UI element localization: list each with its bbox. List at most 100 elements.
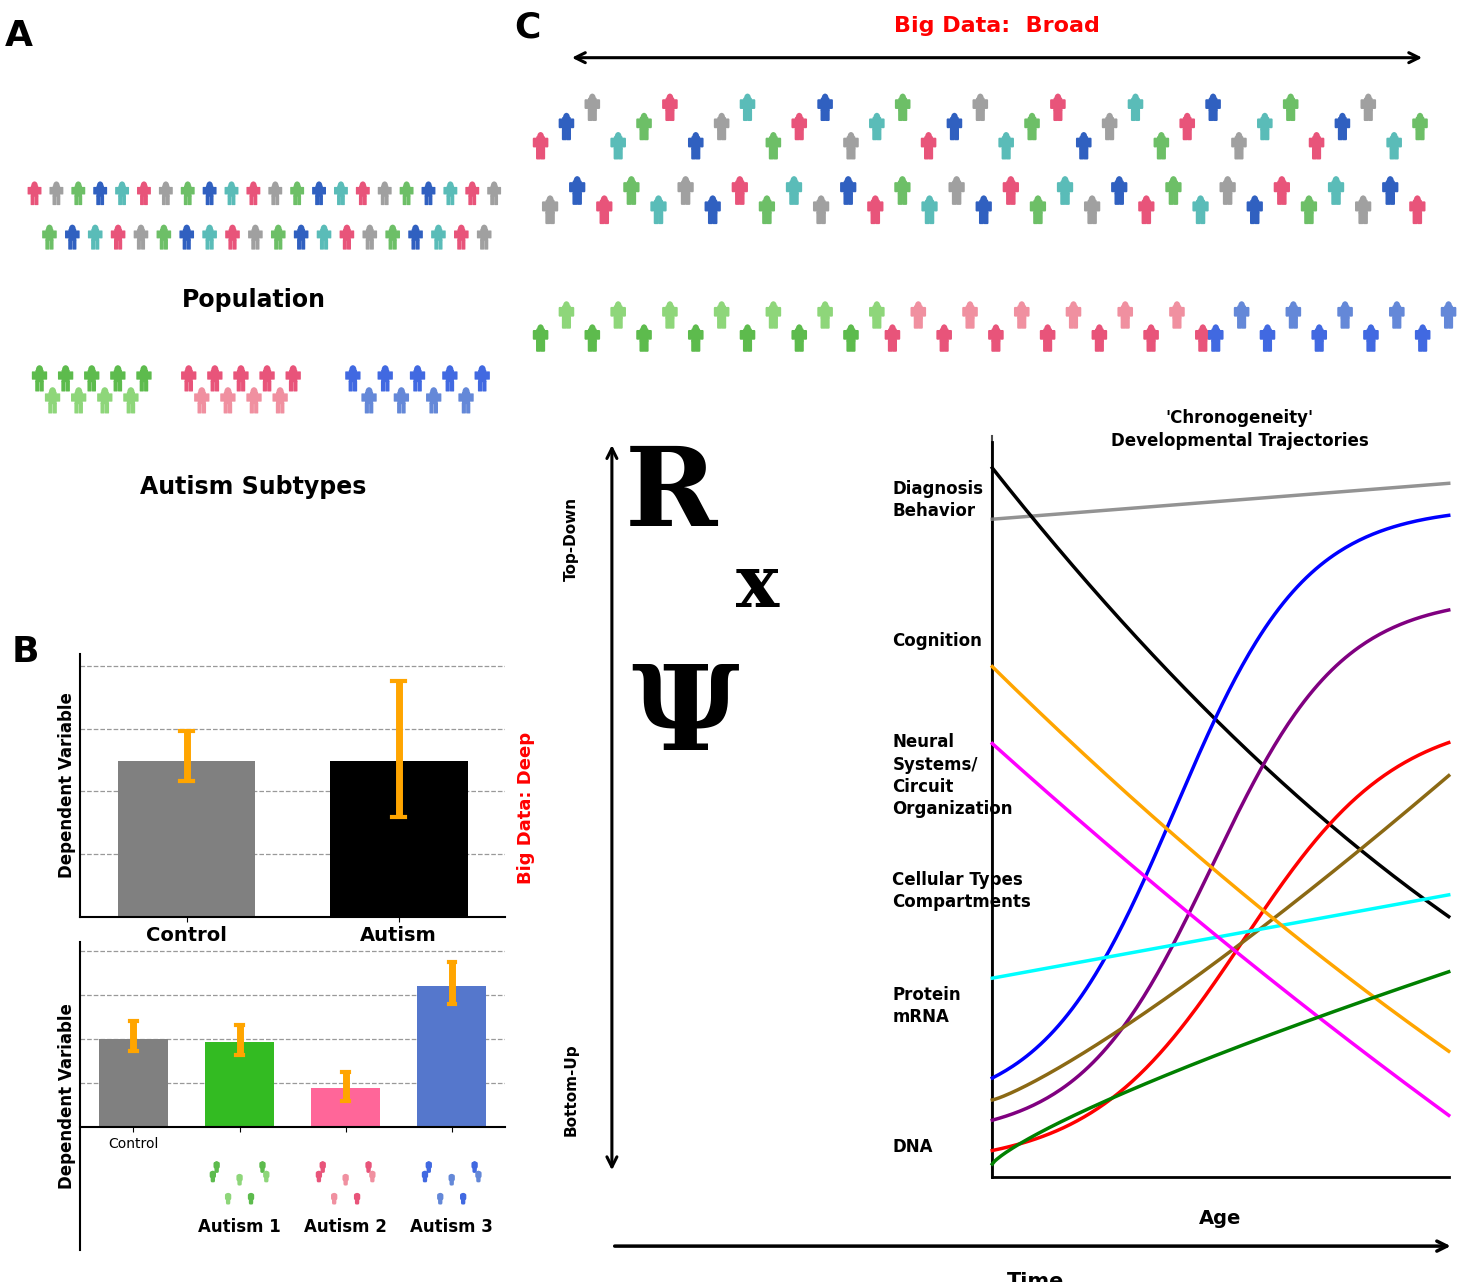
Circle shape (413, 224, 418, 233)
FancyBboxPatch shape (249, 231, 253, 238)
FancyBboxPatch shape (227, 1197, 230, 1204)
FancyBboxPatch shape (1075, 137, 1081, 147)
FancyBboxPatch shape (477, 231, 481, 238)
FancyBboxPatch shape (948, 182, 954, 192)
FancyBboxPatch shape (380, 381, 385, 391)
FancyBboxPatch shape (317, 1170, 320, 1178)
FancyBboxPatch shape (83, 372, 89, 379)
Circle shape (1116, 176, 1122, 186)
FancyBboxPatch shape (1086, 137, 1091, 147)
Circle shape (967, 301, 973, 310)
FancyBboxPatch shape (354, 1194, 357, 1200)
Text: x: x (736, 551, 778, 622)
FancyBboxPatch shape (936, 329, 942, 340)
FancyBboxPatch shape (973, 306, 977, 317)
FancyBboxPatch shape (64, 231, 69, 238)
FancyBboxPatch shape (1007, 181, 1015, 195)
FancyBboxPatch shape (614, 305, 623, 319)
FancyBboxPatch shape (404, 394, 410, 401)
Circle shape (206, 182, 212, 190)
FancyBboxPatch shape (140, 195, 143, 205)
FancyBboxPatch shape (920, 306, 926, 317)
FancyBboxPatch shape (949, 117, 958, 131)
FancyBboxPatch shape (157, 231, 161, 238)
FancyBboxPatch shape (356, 1197, 360, 1204)
FancyBboxPatch shape (1118, 306, 1122, 317)
FancyBboxPatch shape (42, 372, 47, 379)
Circle shape (1088, 195, 1096, 205)
FancyBboxPatch shape (361, 394, 366, 401)
FancyBboxPatch shape (162, 186, 170, 196)
FancyBboxPatch shape (802, 118, 808, 128)
FancyBboxPatch shape (1037, 212, 1043, 224)
FancyBboxPatch shape (413, 381, 417, 391)
FancyBboxPatch shape (203, 187, 206, 195)
FancyBboxPatch shape (1131, 97, 1140, 112)
Bar (417, 986, 486, 1127)
Circle shape (1147, 324, 1154, 333)
FancyBboxPatch shape (1263, 340, 1268, 351)
FancyBboxPatch shape (407, 195, 411, 205)
FancyBboxPatch shape (429, 195, 433, 205)
Circle shape (1170, 176, 1178, 186)
FancyBboxPatch shape (31, 195, 35, 205)
FancyBboxPatch shape (317, 1176, 320, 1182)
FancyBboxPatch shape (960, 182, 964, 192)
Circle shape (92, 224, 98, 233)
FancyBboxPatch shape (1227, 192, 1232, 205)
Circle shape (822, 301, 828, 310)
FancyBboxPatch shape (1242, 137, 1246, 147)
FancyBboxPatch shape (272, 394, 277, 401)
FancyBboxPatch shape (385, 195, 389, 205)
FancyBboxPatch shape (423, 1170, 427, 1178)
FancyBboxPatch shape (75, 403, 79, 414)
Text: R: R (625, 442, 717, 549)
FancyBboxPatch shape (976, 109, 980, 121)
FancyBboxPatch shape (644, 340, 648, 351)
FancyBboxPatch shape (1147, 340, 1151, 351)
FancyBboxPatch shape (957, 118, 963, 128)
FancyBboxPatch shape (1122, 182, 1128, 192)
FancyBboxPatch shape (263, 1172, 266, 1178)
FancyBboxPatch shape (1105, 117, 1113, 131)
Circle shape (977, 94, 983, 103)
FancyBboxPatch shape (1312, 201, 1317, 212)
FancyBboxPatch shape (1157, 147, 1162, 159)
FancyBboxPatch shape (1050, 99, 1055, 109)
FancyBboxPatch shape (114, 229, 121, 241)
FancyBboxPatch shape (451, 381, 454, 391)
FancyBboxPatch shape (212, 231, 217, 238)
Circle shape (992, 324, 999, 333)
FancyBboxPatch shape (1206, 99, 1210, 109)
Circle shape (1365, 94, 1372, 103)
Circle shape (590, 324, 595, 333)
Circle shape (1007, 176, 1014, 186)
FancyBboxPatch shape (1257, 118, 1263, 128)
FancyBboxPatch shape (256, 187, 260, 195)
Circle shape (470, 182, 475, 190)
FancyBboxPatch shape (461, 1194, 465, 1201)
FancyBboxPatch shape (140, 240, 145, 250)
FancyBboxPatch shape (685, 192, 691, 205)
FancyBboxPatch shape (708, 212, 712, 224)
FancyBboxPatch shape (954, 128, 960, 140)
FancyBboxPatch shape (1390, 147, 1394, 159)
FancyBboxPatch shape (903, 192, 907, 205)
FancyBboxPatch shape (421, 187, 426, 195)
FancyBboxPatch shape (770, 201, 775, 212)
FancyBboxPatch shape (483, 381, 487, 391)
FancyBboxPatch shape (1320, 137, 1324, 147)
FancyBboxPatch shape (474, 1165, 477, 1173)
FancyBboxPatch shape (639, 128, 644, 140)
FancyBboxPatch shape (850, 340, 856, 351)
FancyBboxPatch shape (794, 340, 800, 351)
FancyBboxPatch shape (770, 317, 774, 328)
FancyBboxPatch shape (250, 403, 255, 414)
FancyBboxPatch shape (102, 187, 107, 195)
Circle shape (951, 113, 958, 122)
Circle shape (451, 1174, 452, 1177)
FancyBboxPatch shape (692, 136, 701, 150)
FancyBboxPatch shape (244, 372, 249, 379)
FancyBboxPatch shape (285, 372, 290, 379)
FancyBboxPatch shape (1277, 181, 1286, 195)
